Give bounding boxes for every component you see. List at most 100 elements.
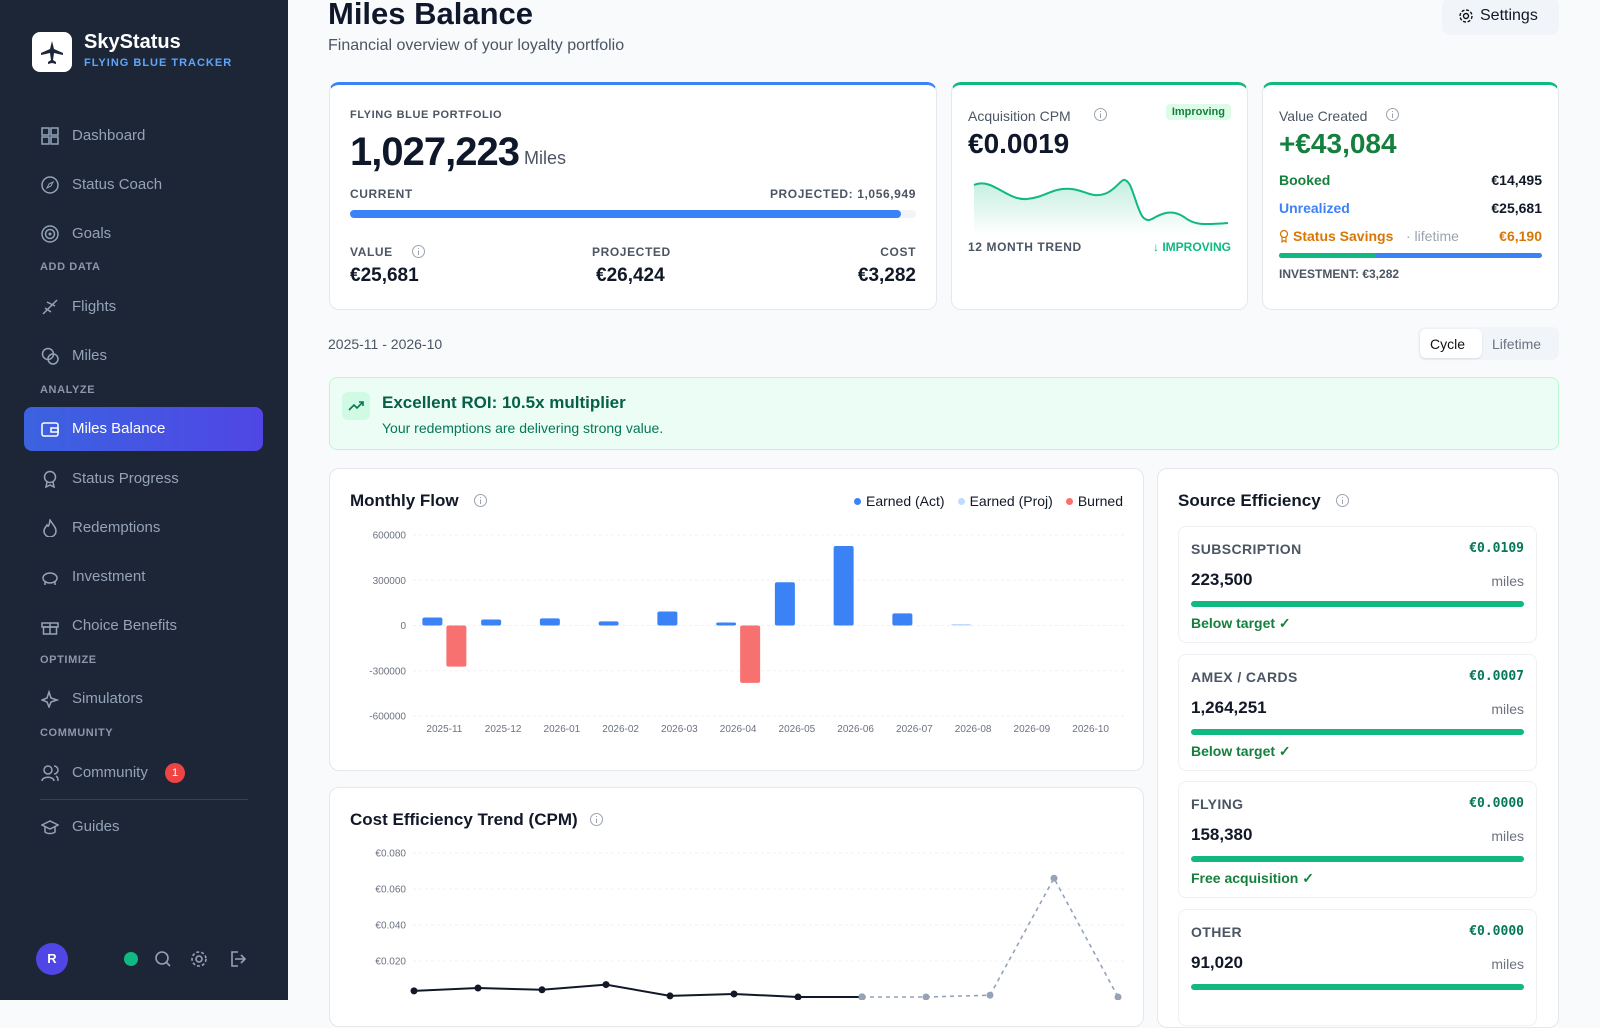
banner-title: Excellent ROI: 10.5x multiplier <box>382 393 626 412</box>
y-tick-label: €0.040 <box>375 921 406 932</box>
source-status: Below target ✓ <box>1191 615 1291 631</box>
projected-label: PROJECTED: 1,056,949 <box>769 187 916 201</box>
line-series <box>413 983 862 998</box>
source-miles: 158,380 <box>1191 825 1253 844</box>
nav-item[interactable]: Status Progress <box>24 457 263 501</box>
nav-item[interactable]: Dashboard <box>24 114 263 158</box>
page-title: Miles Balance <box>328 0 534 31</box>
footer-icons[interactable] <box>120 948 250 970</box>
point <box>986 991 994 999</box>
y-tick-label: 300000 <box>373 576 407 587</box>
source-name: AMEX / CARDS <box>1191 669 1298 685</box>
settings-button[interactable]: Settings <box>1442 0 1559 35</box>
toggle-option[interactable]: Cycle <box>1430 336 1466 352</box>
nav-item[interactable]: Choice Benefits <box>24 604 263 648</box>
period-toggle: Cycle Lifetime <box>1418 327 1559 360</box>
nav-label: Miles Balance <box>72 420 166 437</box>
source-name: OTHER <box>1191 924 1242 940</box>
nav-label: Dashboard <box>72 127 146 144</box>
chart-card: Monthly Flow Earned (Act) Earned (Proj) Bu… <box>329 468 1144 771</box>
info-icon[interactable] <box>473 493 488 508</box>
point <box>602 981 610 989</box>
medal-icon <box>1279 229 1289 243</box>
nav-item[interactable]: Miles <box>24 334 263 378</box>
legend-swatch <box>957 497 965 505</box>
point <box>922 993 930 1000</box>
brand-name: SkyStatus <box>84 31 181 53</box>
row-value: €14,495 <box>1491 172 1542 188</box>
info-icon[interactable] <box>1335 493 1350 508</box>
legend-item: Burned <box>1065 493 1123 509</box>
row-label: Booked <box>1279 172 1331 188</box>
progress-track <box>350 210 916 218</box>
legend-label: Earned (Act) <box>865 493 945 509</box>
legend-swatch <box>1065 497 1073 505</box>
source-miles: 223,500 <box>1191 570 1253 589</box>
nav-label: Choice Benefits <box>72 617 178 634</box>
stat-value: €25,681 <box>350 265 419 286</box>
card-label: FLYING BLUE PORTFOLIO <box>350 109 503 121</box>
x-tick-label: 2026-10 <box>1072 724 1109 735</box>
x-tick-label: 2025-11 <box>426 724 462 735</box>
balance: 1,027,223 <box>350 130 520 174</box>
nav-item[interactable]: Status Coach <box>24 163 263 207</box>
banner-text: Your redemptions are delivering strong v… <box>382 420 664 436</box>
source-item: AMEX / CARDS €0.0007 1,264,251 miles Below t… <box>1178 654 1537 771</box>
current-label: CURRENT <box>350 187 413 201</box>
toggle-option[interactable]: Lifetime <box>1492 336 1542 352</box>
stat-value: €26,424 <box>596 265 665 286</box>
nav-label: Miles <box>72 347 108 364</box>
source-unit: miles <box>1491 828 1524 844</box>
banner-icon <box>342 392 370 420</box>
legend-item: Earned (Proj) <box>957 493 1053 509</box>
source-bar <box>1191 601 1524 607</box>
point <box>666 992 674 1000</box>
source-status: Below target ✓ <box>1191 743 1291 759</box>
nav-section: ADD DATA <box>40 261 101 273</box>
bar <box>951 623 972 626</box>
y-tick-label: -300000 <box>369 666 406 677</box>
toggle-active[interactable] <box>1420 329 1482 358</box>
point <box>1114 993 1122 1000</box>
point <box>730 990 738 998</box>
source-bar <box>1191 729 1524 735</box>
source-status: Free acquisition ✓ <box>1191 870 1314 886</box>
date-range: 2025-11 - 2026-10 <box>328 336 443 352</box>
nav-item[interactable]: Investment <box>24 555 263 599</box>
nav-item[interactable]: Redemptions <box>24 506 263 550</box>
nav-item[interactable]: Guides <box>24 805 263 849</box>
source-cpm: €0.0007 <box>1469 669 1524 684</box>
nav-item[interactable]: Goals <box>24 212 263 256</box>
stat-label: VALUE <box>350 245 393 259</box>
row-value: €6,190 <box>1499 228 1542 244</box>
roi-banner: Excellent ROI: 10.5x multiplier Your red… <box>329 377 1559 450</box>
nav-item[interactable]: Simulators <box>24 677 263 721</box>
x-tick-label: 2026-04 <box>720 724 757 735</box>
x-tick-label: 2026-02 <box>602 724 639 735</box>
nav-label: Redemptions <box>72 519 161 536</box>
user-avatar[interactable]: R <box>36 943 68 975</box>
info-icon[interactable] <box>1093 107 1108 122</box>
trend-status: ↓ IMPROVING <box>1152 240 1231 254</box>
x-tick-label: 2026-08 <box>955 724 992 735</box>
nav-item[interactable]: Flights <box>24 285 263 329</box>
nav-section: COMMUNITY <box>40 727 114 739</box>
bar <box>481 619 502 626</box>
nav-label: Guides <box>72 818 120 835</box>
sidebar: SkyStatus FLYING BLUE TRACKER Dashboard … <box>0 0 288 1000</box>
bar <box>774 582 795 626</box>
status-badge: Improving <box>1165 104 1231 120</box>
page: SkyStatus FLYING BLUE TRACKER Dashboard … <box>0 0 1559 1028</box>
info-icon[interactable] <box>589 812 604 827</box>
row-label: Unrealized <box>1279 200 1350 216</box>
nav-item-active[interactable]: Miles Balance <box>24 407 263 451</box>
line-series <box>862 876 1119 998</box>
nav-label: Investment <box>72 568 146 585</box>
point <box>410 987 418 995</box>
info-icon[interactable] <box>411 244 426 259</box>
y-tick-label: -600000 <box>369 712 406 723</box>
source-cpm: €0.0000 <box>1469 796 1524 811</box>
info-icon[interactable] <box>1385 107 1400 122</box>
nav-item[interactable]: Community 1 <box>24 751 263 795</box>
x-tick-label: 2026-09 <box>1014 724 1051 735</box>
